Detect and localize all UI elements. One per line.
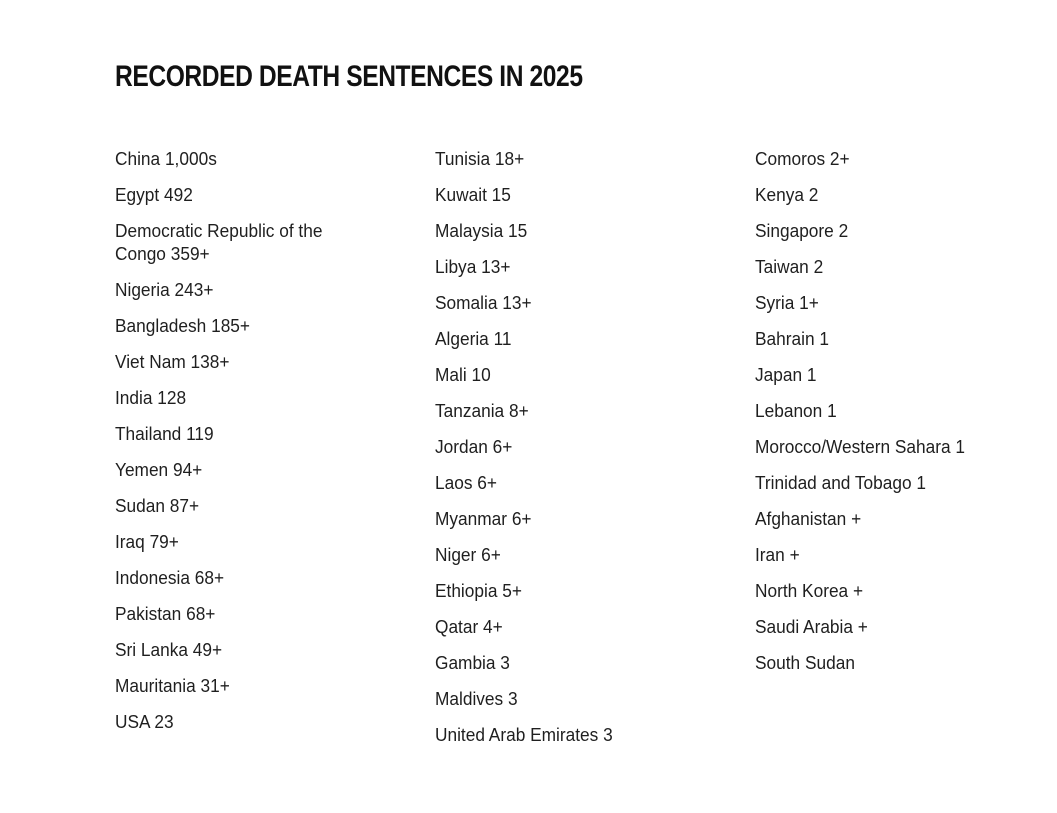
country-entry: Gambia 3	[435, 653, 510, 673]
column-3: Comoros 2+ Kenya 2 Singapore 2 Taiwan 2 …	[755, 148, 1045, 688]
country-entry: Malaysia 15	[435, 221, 528, 241]
country-entry: Lebanon 1	[755, 401, 837, 421]
country-entry: China 1,000s	[115, 149, 217, 169]
country-entry: Jordan 6+	[435, 437, 513, 457]
country-entry: Indonesia 68+	[115, 568, 225, 588]
country-entry: Pakistan 68+	[115, 604, 216, 624]
country-entry: Niger 6+	[435, 545, 501, 565]
country-entry: Bangladesh 185+	[115, 316, 250, 336]
country-entry: Myanmar 6+	[435, 509, 532, 529]
country-entry: Kenya 2	[755, 185, 819, 205]
country-entry: Comoros 2+	[755, 149, 850, 169]
country-entry: Maldives 3	[435, 689, 518, 709]
country-entry: Yemen 94+	[115, 460, 203, 480]
country-entry: Japan 1	[755, 365, 817, 385]
country-entry: Iraq 79+	[115, 532, 179, 552]
country-entry: India 128	[115, 388, 187, 408]
country-entry: Trinidad and Tobago 1	[755, 473, 927, 493]
country-entry: Tanzania 8+	[435, 401, 529, 421]
country-entry: Kuwait 15	[435, 185, 511, 205]
country-entry: Bahrain 1	[755, 329, 829, 349]
column-1: China 1,000s Egypt 492 Democratic Republ…	[115, 148, 415, 747]
country-entry: Mali 10	[435, 365, 491, 385]
country-entry: North Korea +	[755, 581, 864, 601]
country-entry: Egypt 492	[115, 185, 193, 205]
country-entry: Syria 1+	[755, 293, 819, 313]
country-entry: Afghanistan +	[755, 509, 862, 529]
country-entry: Nigeria 243+	[115, 280, 214, 300]
country-entry: Thailand 119	[115, 424, 214, 444]
country-entry: Qatar 4+	[435, 617, 503, 637]
country-entry: Ethiopia 5+	[435, 581, 522, 601]
country-entry: Somalia 13+	[435, 293, 532, 313]
page-title: RECORDED DEATH SENTENCES IN 2025	[115, 60, 583, 93]
country-entry: Tunisia 18+	[435, 149, 525, 169]
country-entry: Sri Lanka 49+	[115, 640, 223, 660]
country-entry: Algeria 11	[435, 329, 512, 349]
country-entry: Sudan 87+	[115, 496, 200, 516]
country-entry: South Sudan	[755, 653, 855, 673]
column-2: Tunisia 18+ Kuwait 15 Malaysia 15 Libya …	[435, 148, 735, 760]
country-entry: Morocco/Western Sahara 1	[755, 437, 966, 457]
country-entry: Mauritania 31+	[115, 676, 230, 696]
country-entry: Iran +	[755, 545, 800, 565]
country-entry: Laos 6+	[435, 473, 497, 493]
country-entry: USA 23	[115, 712, 174, 732]
country-entry: Taiwan 2	[755, 257, 824, 277]
country-entry: Democratic Republic of the Congo 359+	[115, 221, 323, 264]
country-entry: United Arab Emirates 3	[435, 725, 613, 745]
country-entry: Singapore 2	[755, 221, 849, 241]
country-entry: Viet Nam 138+	[115, 352, 230, 372]
country-entry: Saudi Arabia +	[755, 617, 868, 637]
country-entry: Libya 13+	[435, 257, 511, 277]
